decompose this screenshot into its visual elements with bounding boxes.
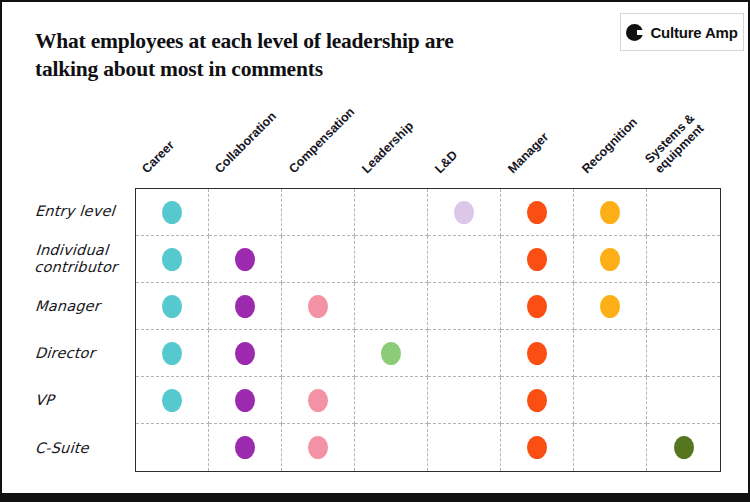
grid-cell-manager-manager — [501, 283, 574, 330]
grid-cell-individual-contributor-recognition — [574, 236, 647, 283]
grid-cell-individual-contributor-leadership — [355, 236, 428, 283]
grid-cell-individual-contributor-l-d — [428, 236, 501, 283]
grid-cell-director-recognition — [574, 330, 647, 377]
column-header-compensation: Compensation — [286, 105, 357, 176]
topic-dot-recognition — [600, 201, 620, 224]
grid-cell-manager-compensation — [282, 283, 355, 330]
topic-dot-career — [162, 248, 182, 271]
grid-cell-entry-level-systems-equipment — [647, 189, 720, 236]
column-header-l-d: L&D — [432, 148, 460, 176]
column-header-collaboration: Collaboration — [212, 109, 279, 176]
chart-title: What employees at each level of leadersh… — [35, 28, 515, 84]
grid-cell-c-suite-systems-equipment — [647, 424, 720, 471]
topic-dot-manager — [527, 436, 547, 459]
grid-cell-director-leadership — [355, 330, 428, 377]
grid-cell-director-collaboration — [209, 330, 282, 377]
topic-dot-compensation — [308, 389, 328, 412]
column-header-systems-equipment: Systems & equipment — [642, 100, 718, 176]
grid-cell-entry-level-l-d — [428, 189, 501, 236]
grid-cell-vp-recognition — [574, 377, 647, 424]
grid-cell-individual-contributor-systems-equipment — [647, 236, 720, 283]
grid-cell-c-suite-l-d — [428, 424, 501, 471]
row-label-director: Director — [33, 330, 133, 377]
grid-cell-director-l-d — [428, 330, 501, 377]
infographic-page: What employees at each level of leadersh… — [0, 0, 750, 502]
grid-cell-director-manager — [501, 330, 574, 377]
grid-cell-c-suite-compensation — [282, 424, 355, 471]
row-labels: Entry levelIndividual contributorManager… — [35, 188, 132, 472]
topic-dot-career — [162, 342, 182, 365]
chart-title-line2: talking about most in comments — [35, 56, 515, 84]
grid-cell-individual-contributor-collaboration — [209, 236, 282, 283]
grid-cell-entry-level-manager — [501, 189, 574, 236]
topic-dot-career — [162, 295, 182, 318]
grid-cell-manager-collaboration — [209, 283, 282, 330]
grid-cell-vp-manager — [501, 377, 574, 424]
grid-cell-c-suite-collaboration — [209, 424, 282, 471]
grid-cell-individual-contributor-career — [136, 236, 209, 283]
topic-dot-recognition — [600, 295, 620, 318]
dot-matrix-grid — [135, 188, 721, 472]
column-header-recognition: Recognition — [579, 115, 640, 176]
column-headers: Career CollaborationCompensationLeadershi… — [135, 90, 721, 188]
culture-amp-logo: Culture Amp — [620, 13, 744, 51]
grid-cell-manager-systems-equipment — [647, 283, 720, 330]
topic-dot-compensation — [308, 295, 328, 318]
topic-dot-l-d — [454, 201, 474, 224]
grid-cell-c-suite-manager — [501, 424, 574, 471]
bottom-accent-bar — [2, 493, 748, 500]
topic-dot-manager — [527, 201, 547, 224]
column-header-manager: Manager — [505, 130, 551, 176]
topic-dot-career — [162, 389, 182, 412]
topic-dot-systems-equipment — [674, 436, 694, 459]
row-label-vp: VP — [33, 377, 133, 424]
grid-cell-vp-career — [136, 377, 209, 424]
topic-dot-collaboration — [235, 436, 255, 459]
topic-dot-collaboration — [235, 295, 255, 318]
grid-cell-vp-leadership — [355, 377, 428, 424]
grid-cell-manager-career — [136, 283, 209, 330]
grid-cell-entry-level-compensation — [282, 189, 355, 236]
grid-cell-director-compensation — [282, 330, 355, 377]
grid-cell-director-career — [136, 330, 209, 377]
grid-cell-manager-recognition — [574, 283, 647, 330]
grid-cell-vp-compensation — [282, 377, 355, 424]
culture-amp-c-icon — [626, 24, 643, 41]
topic-dot-manager — [527, 389, 547, 412]
topic-dot-collaboration — [235, 342, 255, 365]
grid-cell-individual-contributor-manager — [501, 236, 574, 283]
grid-cell-entry-level-leadership — [355, 189, 428, 236]
topic-dot-recognition — [600, 248, 620, 271]
row-label-manager: Manager — [33, 283, 133, 330]
grid-cell-manager-leadership — [355, 283, 428, 330]
row-label-c-suite: C-Suite — [33, 425, 133, 472]
grid-cell-vp-l-d — [428, 377, 501, 424]
topic-dot-collaboration — [235, 389, 255, 412]
grid-cell-vp-systems-equipment — [647, 377, 720, 424]
chart-title-line1: What employees at each level of leadersh… — [35, 28, 515, 56]
grid-cell-c-suite-recognition — [574, 424, 647, 471]
culture-amp-logo-text: Culture Amp — [650, 24, 737, 41]
grid-cell-entry-level-collaboration — [209, 189, 282, 236]
grid-cell-entry-level-career — [136, 189, 209, 236]
row-label-entry-level: Entry level — [33, 188, 133, 235]
grid-cell-vp-collaboration — [209, 377, 282, 424]
topic-dot-manager — [527, 295, 547, 318]
topic-dot-career — [162, 201, 182, 224]
topic-dot-compensation — [308, 436, 328, 459]
grid-cell-c-suite-career — [136, 424, 209, 471]
column-header-leadership: Leadership — [359, 119, 416, 176]
grid-cell-c-suite-leadership — [355, 424, 428, 471]
topic-dot-leadership — [381, 342, 401, 365]
column-header-career: Career — [139, 138, 177, 176]
grid-cell-individual-contributor-compensation — [282, 236, 355, 283]
grid-cell-manager-l-d — [428, 283, 501, 330]
grid-cell-entry-level-recognition — [574, 189, 647, 236]
topic-dot-manager — [527, 248, 547, 271]
topic-dot-manager — [527, 342, 547, 365]
topic-dot-collaboration — [235, 248, 255, 271]
grid-cell-director-systems-equipment — [647, 330, 720, 377]
row-label-individual-contributor: Individual contributor — [33, 235, 133, 282]
